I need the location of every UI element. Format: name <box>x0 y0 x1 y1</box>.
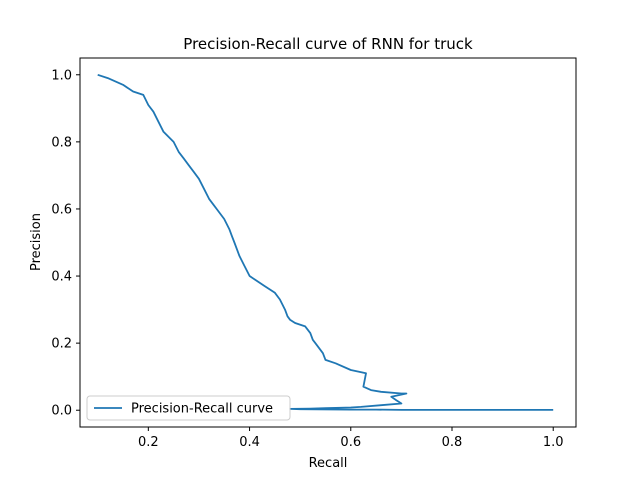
y-tick-label: 0.2 <box>51 337 72 352</box>
plot-frame <box>79 57 577 428</box>
x-axis-label: Recall <box>309 456 348 471</box>
y-tick-label: 0.0 <box>51 404 72 419</box>
legend-label: Precision-Recall curve <box>131 402 273 417</box>
y-axis-label: Precision <box>29 213 44 271</box>
y-tick-label: 0.8 <box>51 135 72 150</box>
legend-box <box>86 395 291 421</box>
pr-curve-line <box>97 73 554 411</box>
x-tick-label: 1.0 <box>543 435 564 450</box>
x-tick-label: 0.2 <box>138 435 159 450</box>
x-tick-label: 0.8 <box>442 435 463 450</box>
y-tick-label: 0.4 <box>51 270 72 285</box>
y-tick-label: 0.6 <box>51 202 72 217</box>
x-ticks: 0.2 0.4 0.6 0.8 1.0 <box>138 427 564 450</box>
chart-title: Precision-Recall curve of RNN for truck <box>183 35 473 53</box>
x-tick-label: 0.6 <box>340 435 361 450</box>
legend: Precision-Recall curve <box>86 395 291 421</box>
y-ticks: 0.0 0.2 0.4 0.6 0.8 1.0 <box>51 68 80 419</box>
plot-layer <box>97 73 554 411</box>
x-tick-label: 0.4 <box>239 435 260 450</box>
y-tick-label: 1.0 <box>51 68 72 83</box>
